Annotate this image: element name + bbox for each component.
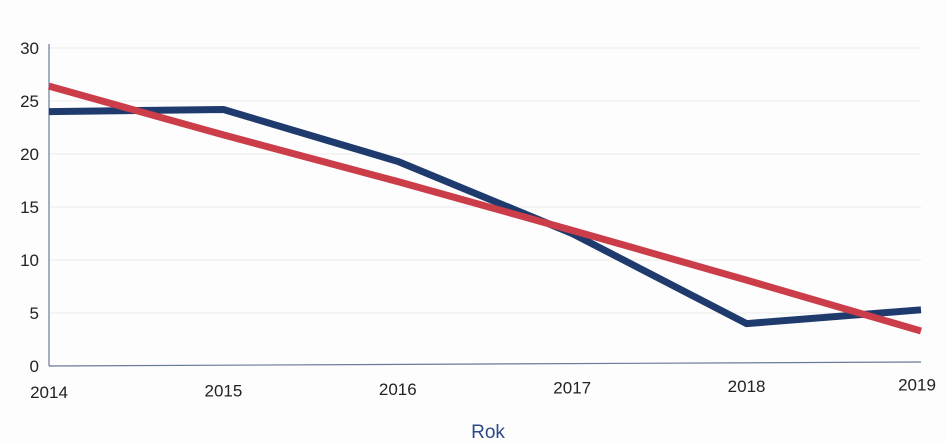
y-tick-label: 10 [20, 251, 39, 270]
y-tick-label: 20 [20, 145, 39, 164]
x-axis-title: Rok [471, 422, 505, 443]
y-tick-label: 25 [20, 92, 39, 111]
y-tick-label: 5 [30, 304, 39, 323]
x-tick-label: 2014 [30, 383, 68, 402]
y-tick-label: 15 [20, 198, 39, 217]
y-tick-label: 0 [30, 357, 39, 376]
grid-lines [49, 47, 921, 314]
x-tick-label: 2015 [204, 382, 242, 401]
trend-line [48, 82, 922, 335]
y-tick-label: 30 [20, 39, 39, 58]
x-axis-line [48, 361, 922, 367]
tick-labels: 0 5 10 15 20 25 30 2014 2015 2016 2017 2018 2019 [20, 39, 936, 402]
x-tick-label: 2018 [728, 377, 766, 396]
axes [48, 44, 922, 367]
data-line [48, 105, 922, 328]
x-tick-label: 2016 [379, 380, 417, 399]
series-lines [48, 82, 922, 335]
x-tick-label: 2017 [553, 379, 591, 398]
x-tick-label: 2019 [898, 376, 936, 395]
